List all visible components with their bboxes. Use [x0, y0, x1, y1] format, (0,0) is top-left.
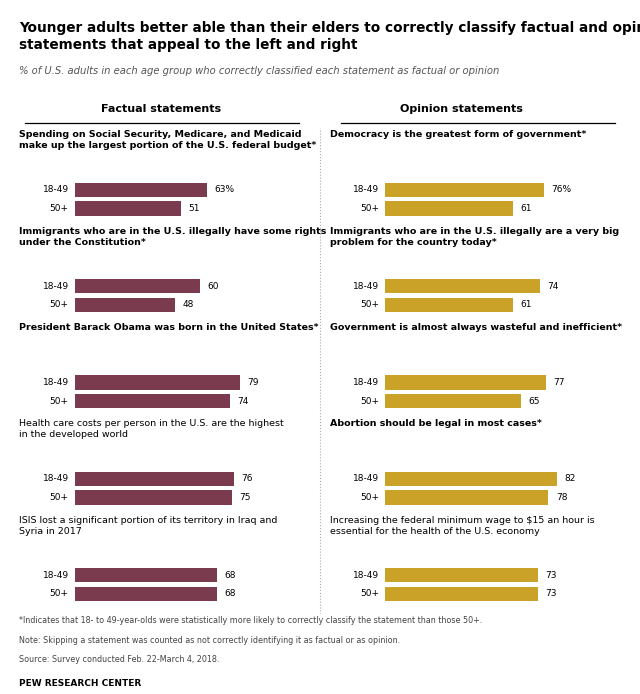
- Text: ISIS lost a significant portion of its territory in Iraq and
Syria in 2017: ISIS lost a significant portion of its t…: [19, 516, 278, 536]
- Text: 18-49: 18-49: [43, 570, 68, 579]
- Text: 75: 75: [239, 493, 250, 502]
- Text: 63%: 63%: [214, 185, 234, 194]
- Text: 18-49: 18-49: [43, 378, 68, 387]
- Text: 18-49: 18-49: [353, 474, 379, 483]
- Text: Health care costs per person in the U.S. are the highest
in the developed world: Health care costs per person in the U.S.…: [19, 419, 284, 439]
- Bar: [385, 472, 557, 486]
- Bar: [74, 568, 217, 582]
- Text: 68: 68: [225, 570, 236, 579]
- Text: President Barack Obama was born in the United States*: President Barack Obama was born in the U…: [19, 323, 319, 332]
- Text: 77: 77: [554, 378, 565, 387]
- Bar: [385, 375, 547, 389]
- Text: % of U.S. adults in each age group who correctly classified each statement as fa: % of U.S. adults in each age group who c…: [19, 65, 500, 76]
- Bar: [74, 279, 200, 294]
- Bar: [385, 568, 538, 582]
- Text: 65: 65: [529, 396, 540, 405]
- Bar: [385, 279, 540, 294]
- Text: 18-49: 18-49: [43, 185, 68, 194]
- Text: PEW RESEARCH CENTER: PEW RESEARCH CENTER: [19, 679, 141, 688]
- Text: 50+: 50+: [360, 301, 379, 310]
- Text: 50+: 50+: [50, 493, 68, 502]
- Bar: [74, 375, 240, 389]
- Text: 68: 68: [225, 589, 236, 598]
- Bar: [385, 394, 521, 408]
- Text: Government is almost always wasteful and inefficient*: Government is almost always wasteful and…: [330, 323, 621, 332]
- Bar: [385, 183, 544, 197]
- Text: 82: 82: [564, 474, 575, 483]
- Bar: [74, 183, 207, 197]
- Bar: [385, 490, 548, 505]
- Text: 50+: 50+: [360, 589, 379, 598]
- Text: Spending on Social Security, Medicare, and Medicaid
make up the largest portion : Spending on Social Security, Medicare, a…: [19, 130, 317, 150]
- Text: Opinion statements: Opinion statements: [400, 103, 523, 114]
- Text: 18-49: 18-49: [353, 378, 379, 387]
- Text: 50+: 50+: [360, 396, 379, 405]
- Text: Increasing the federal minimum wage to $15 an hour is
essential for the health o: Increasing the federal minimum wage to $…: [330, 516, 594, 536]
- Text: 73: 73: [545, 589, 557, 598]
- Text: Note: Skipping a statement was counted as not correctly identifying it as factua: Note: Skipping a statement was counted a…: [19, 636, 401, 645]
- Text: 18-49: 18-49: [43, 474, 68, 483]
- Text: 50+: 50+: [360, 493, 379, 502]
- Text: 74: 74: [547, 282, 559, 291]
- Text: 18-49: 18-49: [353, 282, 379, 291]
- Text: *Indicates that 18- to 49-year-olds were statistically more likely to correctly : *Indicates that 18- to 49-year-olds were…: [19, 616, 483, 625]
- Text: Democracy is the greatest form of government*: Democracy is the greatest form of govern…: [330, 130, 586, 139]
- Text: 50+: 50+: [50, 301, 68, 310]
- Text: Abortion should be legal in most cases*: Abortion should be legal in most cases*: [330, 419, 541, 428]
- Text: 61: 61: [520, 301, 532, 310]
- Text: 60: 60: [207, 282, 219, 291]
- Text: 76%: 76%: [552, 185, 572, 194]
- Text: 50+: 50+: [50, 589, 68, 598]
- Text: Younger adults better able than their elders to correctly classify factual and o: Younger adults better able than their el…: [19, 21, 640, 52]
- Text: Source: Survey conducted Feb. 22-March 4, 2018.: Source: Survey conducted Feb. 22-March 4…: [19, 655, 220, 664]
- Text: 18-49: 18-49: [353, 185, 379, 194]
- Text: 18-49: 18-49: [353, 570, 379, 579]
- Text: 50+: 50+: [360, 204, 379, 213]
- Bar: [74, 394, 230, 408]
- Text: 73: 73: [545, 570, 557, 579]
- Bar: [74, 586, 217, 601]
- Text: 18-49: 18-49: [43, 282, 68, 291]
- Bar: [385, 586, 538, 601]
- Bar: [74, 490, 232, 505]
- Text: Immigrants who are in the U.S. illegally have some rights
under the Constitution: Immigrants who are in the U.S. illegally…: [19, 227, 326, 246]
- Text: 48: 48: [182, 301, 194, 310]
- Text: 51: 51: [189, 204, 200, 213]
- Bar: [385, 298, 513, 312]
- Text: Immigrants who are in the U.S. illegally are a very big
problem for the country : Immigrants who are in the U.S. illegally…: [330, 227, 619, 246]
- Bar: [74, 472, 234, 486]
- Text: 61: 61: [520, 204, 532, 213]
- Text: Factual statements: Factual statements: [100, 103, 221, 114]
- Text: 50+: 50+: [50, 396, 68, 405]
- Bar: [74, 298, 175, 312]
- Text: 79: 79: [248, 378, 259, 387]
- Text: 78: 78: [556, 493, 567, 502]
- Bar: [385, 201, 513, 216]
- Text: 50+: 50+: [50, 204, 68, 213]
- Text: 76: 76: [241, 474, 253, 483]
- Bar: [74, 201, 182, 216]
- Text: 74: 74: [237, 396, 248, 405]
